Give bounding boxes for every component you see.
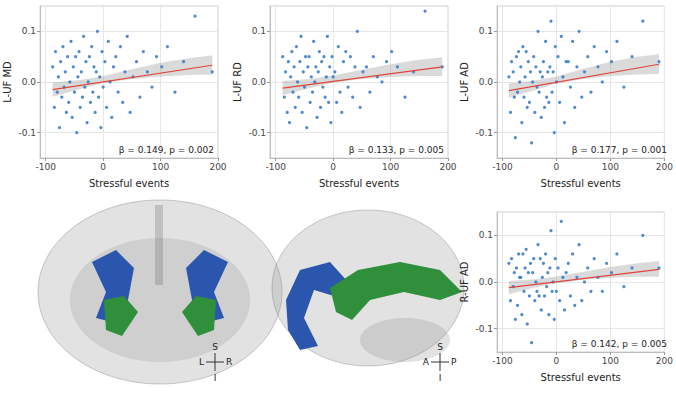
svg-text:Stressful events: Stressful events (319, 178, 399, 189)
svg-text:Stressful events: Stressful events (541, 372, 621, 383)
svg-text:β = 0.133, p = 0.005: β = 0.133, p = 0.005 (349, 145, 444, 155)
svg-text:L-UF AD: L-UF AD (459, 62, 470, 102)
svg-text:I: I (439, 373, 442, 383)
svg-text:0: 0 (100, 162, 106, 172)
svg-text:β = 0.142, p = 0.005: β = 0.142, p = 0.005 (572, 339, 667, 349)
svg-text:100: 100 (382, 162, 399, 172)
svg-text:L: L (199, 357, 204, 367)
svg-text:200: 200 (656, 356, 673, 366)
svg-text:0.0: 0.0 (22, 77, 37, 87)
svg-text:200: 200 (439, 162, 456, 172)
svg-text:P: P (451, 357, 457, 367)
svg-text:R-UF AD: R-UF AD (459, 261, 470, 302)
svg-text:L-UF RD: L-UF RD (232, 62, 243, 102)
svg-text:-0.1: -0.1 (475, 128, 493, 138)
svg-text:R: R (226, 357, 232, 367)
svg-text:Stressful events: Stressful events (89, 178, 169, 189)
svg-text:0.0: 0.0 (252, 77, 267, 87)
svg-text:0: 0 (330, 162, 336, 172)
svg-text:I: I (214, 373, 217, 383)
svg-text:-100: -100 (36, 162, 57, 172)
svg-text:0: 0 (554, 162, 560, 172)
svg-text:0.1: 0.1 (479, 26, 493, 36)
svg-text:200: 200 (656, 162, 673, 172)
svg-text:-0.1: -0.1 (18, 128, 36, 138)
svg-text:100: 100 (602, 356, 619, 366)
svg-text:0.0: 0.0 (479, 77, 494, 87)
svg-text:100: 100 (152, 162, 169, 172)
svg-text:A: A (423, 357, 430, 367)
svg-text:0.1: 0.1 (252, 26, 266, 36)
svg-text:0.1: 0.1 (22, 26, 36, 36)
svg-text:100: 100 (602, 162, 619, 172)
svg-text:-0.1: -0.1 (475, 324, 493, 334)
svg-text:200: 200 (209, 162, 226, 172)
svg-text:-100: -100 (266, 162, 287, 172)
svg-text:0.1: 0.1 (479, 230, 493, 240)
svg-text:β = 0.149, p = 0.002: β = 0.149, p = 0.002 (119, 145, 214, 155)
svg-text:β = 0.177, p = 0.001: β = 0.177, p = 0.001 (572, 145, 667, 155)
svg-text:0.0: 0.0 (479, 277, 494, 287)
svg-text:0: 0 (554, 356, 560, 366)
svg-text:S: S (437, 342, 443, 352)
svg-text:-100: -100 (492, 356, 513, 366)
svg-text:Stressful events: Stressful events (541, 178, 621, 189)
svg-text:L-UF MD: L-UF MD (2, 61, 13, 103)
svg-text:S: S (212, 342, 218, 352)
svg-text:-100: -100 (492, 162, 513, 172)
svg-text:-0.1: -0.1 (248, 128, 266, 138)
